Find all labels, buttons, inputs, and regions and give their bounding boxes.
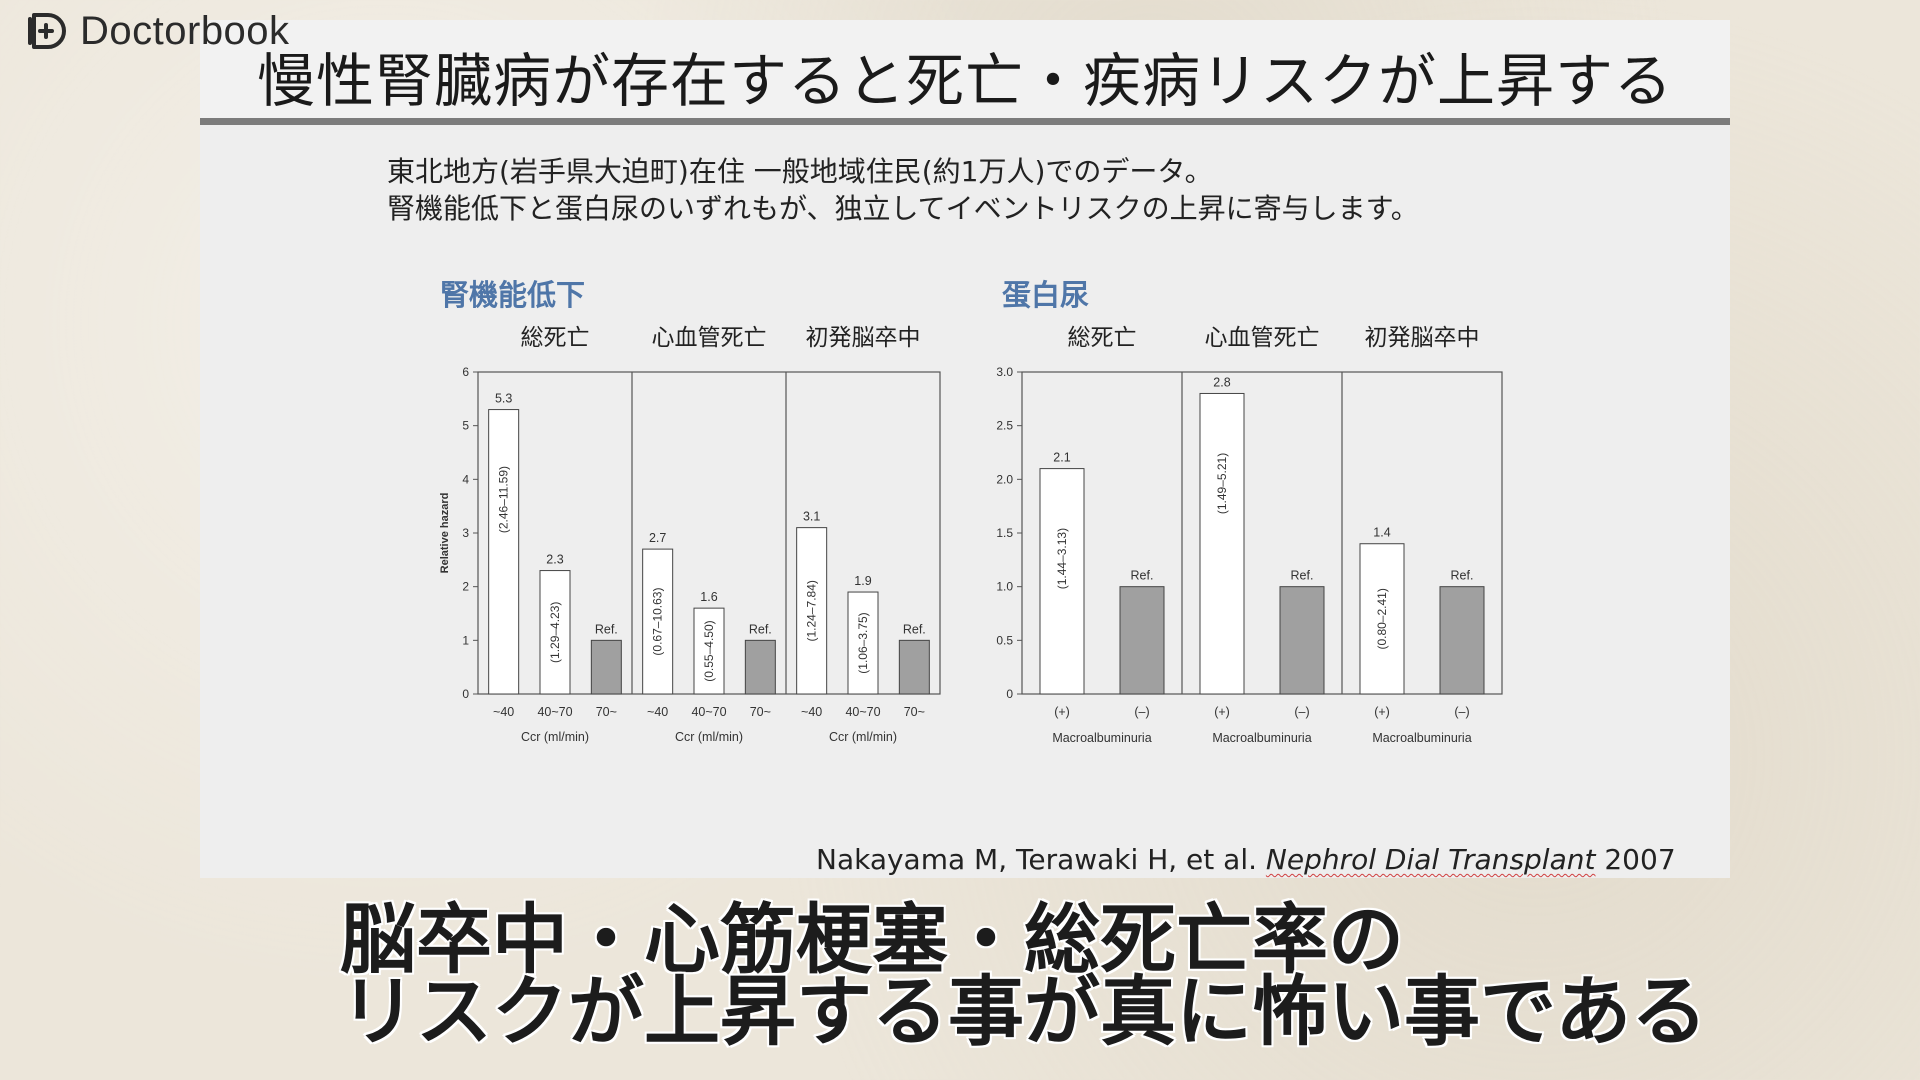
bar-ci-label: (1.24–7.84) — [805, 580, 819, 641]
y-tick-label: 3.0 — [996, 365, 1013, 379]
bar-ci-label: (1.49–5.21) — [1215, 453, 1229, 514]
bar-ci-label: (0.55–4.50) — [702, 620, 716, 681]
panel-title-proteinuria: 蛋白尿 — [1002, 278, 1090, 312]
y-tick-label: 1.5 — [996, 526, 1013, 540]
bar-hazard — [1199, 392, 1245, 695]
bar-value-label: 1.9 — [854, 574, 871, 588]
y-tick-label: 3 — [462, 526, 469, 540]
y-tick-label: 0.5 — [996, 633, 1013, 647]
bar-value-label: Ref. — [903, 622, 926, 636]
bar-reference — [1119, 586, 1165, 695]
bar-hazard — [693, 607, 725, 695]
panel-outcome-label: 初発脳卒中 — [806, 325, 921, 351]
panel-outcome-label: 総死亡 — [521, 325, 590, 351]
bar-reference — [1439, 586, 1485, 695]
hazard-charts: 0 1 2 3 4 5 6 Relative hazard 総死亡 Ccr (ml/min) 5.3… — [439, 325, 1503, 745]
x-axis-label: Ccr (ml/min) — [675, 730, 743, 744]
bar-ci-label: (2.46–11.59) — [497, 466, 511, 533]
x-category-label: 70~ — [750, 705, 771, 719]
brand-name: Doctorbook — [80, 8, 290, 53]
bar-reference — [590, 639, 622, 695]
bar-hazard — [1039, 468, 1085, 695]
bar-value-label: 1.6 — [700, 590, 717, 604]
x-category-label: 70~ — [904, 705, 925, 719]
y-tick-label: 0 — [1006, 687, 1013, 701]
x-axis-label: Ccr (ml/min) — [521, 730, 589, 744]
x-category-label: (–) — [1294, 705, 1309, 719]
x-axis-label: Ccr (ml/min) — [829, 730, 897, 744]
bar-reference — [898, 639, 930, 695]
y-tick-label: 2.0 — [996, 472, 1013, 486]
y-tick-label: 5 — [462, 419, 469, 433]
bar-value-label: Ref. — [1291, 569, 1314, 583]
bar-hazard — [539, 570, 571, 695]
intro-line-2: 腎機能低下と蛋白尿のいずれもが、独立してイベントリスクの上昇に寄与します。 — [387, 192, 1419, 225]
bar-reference — [744, 639, 776, 695]
bar-value-label: 5.3 — [495, 392, 512, 406]
bar-value-label: Ref. — [595, 622, 618, 636]
panel-outcome-label: 初発脳卒中 — [1365, 325, 1480, 351]
y-tick-label: 4 — [462, 472, 469, 486]
panel-outcome-label: 心血管死亡 — [652, 325, 767, 351]
y-tick-label: 2 — [462, 580, 469, 594]
bar-value-label: Ref. — [1131, 569, 1154, 583]
bar-hazard — [1359, 543, 1405, 695]
x-axis-label: Macroalbuminuria — [1212, 731, 1311, 745]
bar-ci-label: (0.67–10.63) — [651, 588, 665, 656]
x-category-label: 40~70 — [537, 705, 572, 719]
bar-ci-label: (1.29–4.23) — [548, 602, 562, 663]
citation-journal: Nephrol Dial Transplant — [1265, 843, 1596, 876]
x-category-label: ~40 — [801, 705, 822, 719]
x-category-label: (+) — [1214, 705, 1230, 719]
bar-ci-label: (0.80–2.41) — [1375, 588, 1389, 649]
subtitle-line-2: リスクが上昇する事が真に怖い事である — [339, 966, 1709, 1058]
slide: 慢性腎臓病が存在すると死亡・疾病リスクが上昇する 東北地方(岩手県大迫町)在住 … — [200, 20, 1730, 878]
x-category-label: 70~ — [596, 705, 617, 719]
slide-title: 慢性腎臓病が存在すると死亡・疾病リスクが上昇する — [256, 47, 1673, 115]
bar-reference — [1279, 586, 1325, 695]
y-tick-label: 2.5 — [996, 419, 1013, 433]
doctorbook-logo: Doctorbook — [26, 6, 290, 56]
bar-ci-label: (1.06–3.75) — [856, 612, 870, 673]
subtitle-line-1: 脳卒中・心筋梗塞・総死亡率の — [339, 894, 1406, 986]
y-axis-label: Relative hazard — [439, 493, 451, 574]
x-category-label: (+) — [1374, 705, 1390, 719]
bar-value-label: 2.8 — [1213, 375, 1230, 389]
x-category-label: (–) — [1134, 705, 1149, 719]
x-axis-label: Macroalbuminuria — [1052, 731, 1151, 745]
citation-authors: Nakayama M, Terawaki H, et al. — [816, 843, 1266, 876]
bar-value-label: Ref. — [749, 622, 772, 636]
x-axis-label: Macroalbuminuria — [1372, 731, 1471, 745]
x-category-label: (+) — [1054, 705, 1070, 719]
y-tick-label: 0 — [462, 687, 469, 701]
x-category-label: 40~70 — [845, 705, 880, 719]
bar-hazard — [796, 527, 828, 695]
bar-value-label: 2.7 — [649, 531, 666, 545]
intro-line-1: 東北地方(岩手県大迫町)在住 一般地域住民(約1万人)でのデータ。 — [387, 155, 1213, 188]
bar-hazard — [847, 591, 879, 695]
x-category-label: ~40 — [647, 705, 668, 719]
panel-outcome-label: 総死亡 — [1068, 325, 1137, 351]
y-tick-label: 1.0 — [996, 580, 1013, 594]
bar-value-label: 2.3 — [546, 553, 563, 567]
panel-outcome-label: 心血管死亡 — [1205, 325, 1320, 351]
citation-year: 2007 — [1595, 843, 1676, 876]
bar-value-label: 1.4 — [1373, 526, 1390, 540]
citation: Nakayama M, Terawaki H, et al. Nephrol D… — [816, 843, 1676, 876]
bar-ci-label: (1.44–3.13) — [1055, 528, 1069, 589]
panel-title-kidney: 腎機能低下 — [440, 278, 586, 312]
bar-hazard — [642, 548, 674, 695]
bar-hazard — [488, 409, 520, 695]
x-category-label: 40~70 — [691, 705, 726, 719]
bar-value-label: 3.1 — [803, 510, 820, 524]
y-tick-label: 1 — [462, 633, 469, 647]
doctorbook-logo-icon — [28, 13, 66, 49]
bar-value-label: 2.1 — [1053, 451, 1070, 465]
y-tick-label: 6 — [462, 365, 469, 379]
slide-header: 慢性腎臓病が存在すると死亡・疾病リスクが上昇する — [200, 20, 1730, 125]
x-category-label: (–) — [1454, 705, 1469, 719]
chart-frame-1 — [1021, 371, 1503, 695]
x-category-label: ~40 — [493, 705, 514, 719]
bar-value-label: Ref. — [1451, 569, 1474, 583]
